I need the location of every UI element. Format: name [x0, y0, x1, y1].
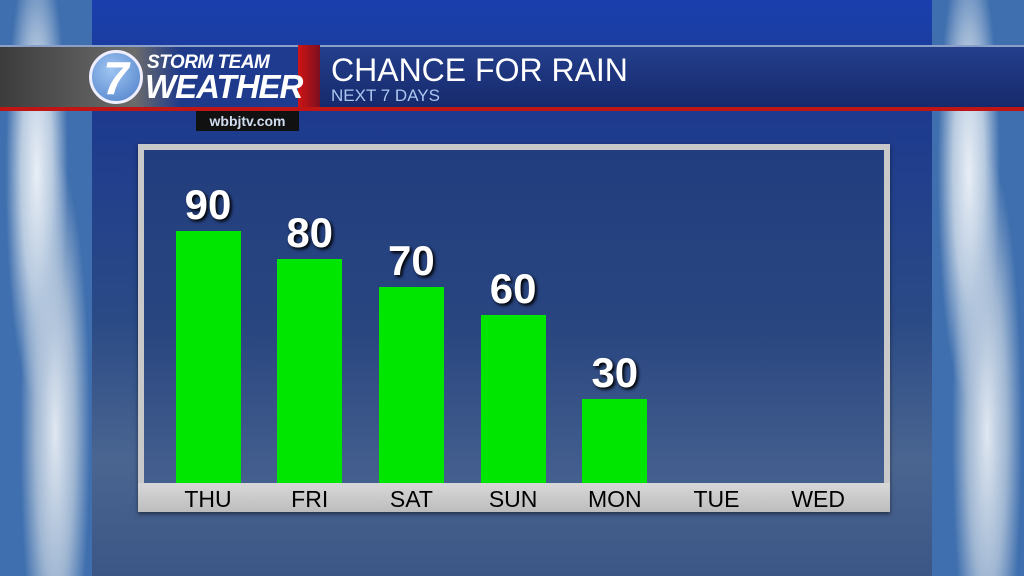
data-label: 80: [286, 209, 334, 256]
bar-mon: [582, 399, 648, 483]
data-label: 90: [184, 181, 232, 228]
header-divider: [298, 45, 320, 111]
bar-fri: [277, 259, 343, 483]
data-label: 30: [591, 349, 639, 396]
category-label: WED: [791, 486, 846, 512]
logo-text-line1: STORM TEAM: [147, 52, 270, 73]
bar-sat: [378, 287, 444, 483]
header-banner: [0, 45, 1024, 111]
page-subtitle: NEXT 7 DAYS: [331, 86, 440, 105]
header-underline: [0, 107, 1024, 111]
page-title: CHANCE FOR RAIN: [331, 52, 628, 88]
logo-text-line2: WEATHER: [145, 68, 303, 105]
bar-thu: [175, 231, 241, 483]
bar-sun: [480, 315, 546, 483]
category-label-strip: [138, 483, 890, 512]
website-label: wbbjtv.com: [196, 111, 299, 131]
category-label: TUE: [693, 486, 740, 512]
data-label: 60: [489, 265, 537, 312]
station-logo-icon: 7: [89, 50, 143, 104]
category-label: MON: [587, 486, 642, 512]
category-label: SAT: [389, 486, 433, 512]
category-label: THU: [184, 486, 232, 512]
data-label: 70: [388, 237, 435, 284]
category-label: FRI: [291, 486, 329, 512]
category-label: SUN: [488, 486, 538, 512]
